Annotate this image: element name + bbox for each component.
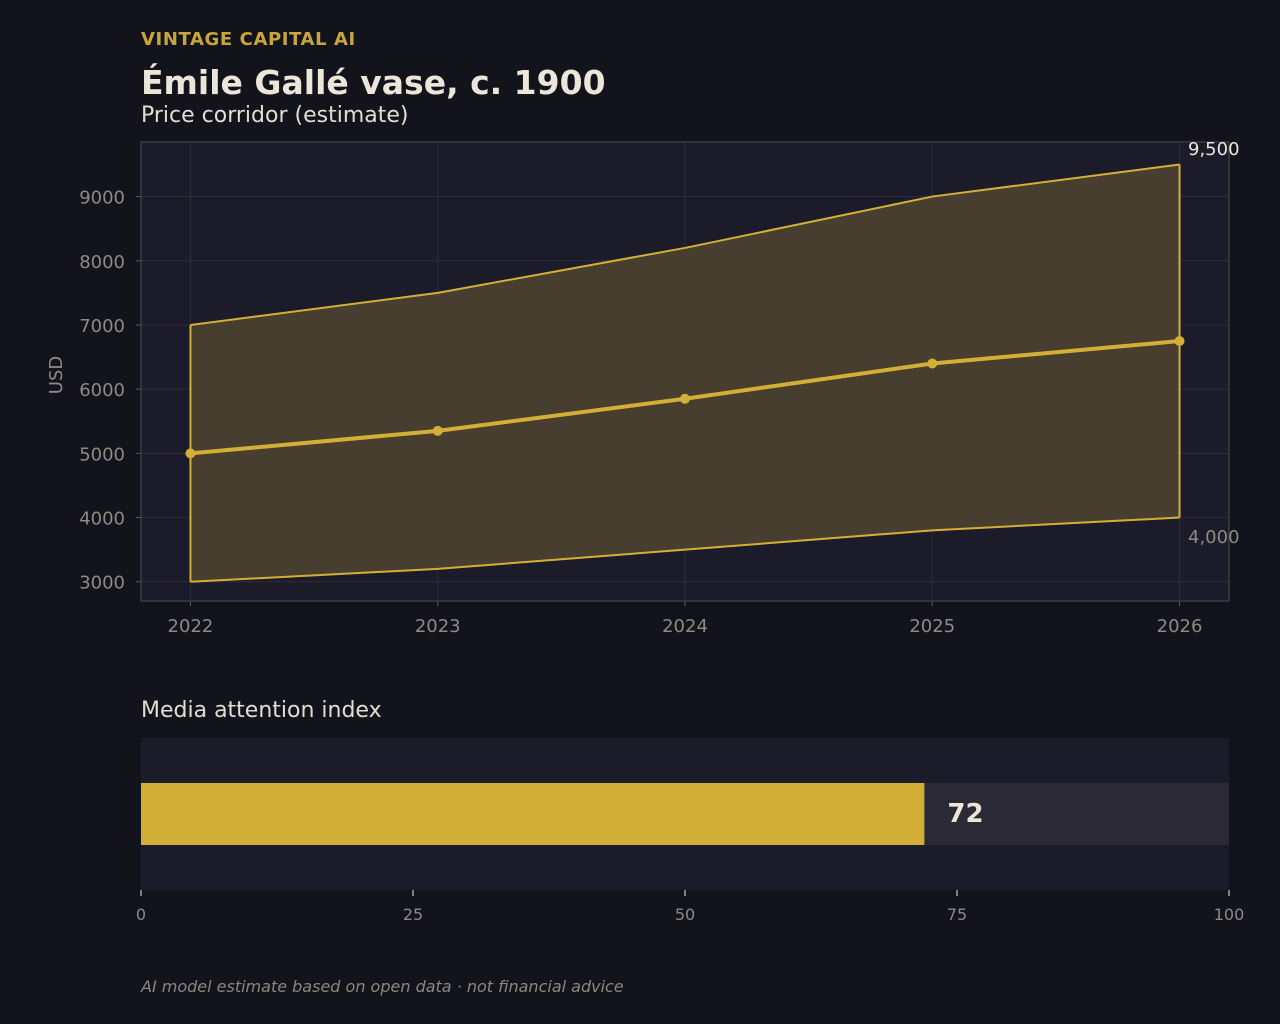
y-tick-label: 5000 xyxy=(79,444,125,465)
estimate-point xyxy=(680,393,690,404)
attention-bar-fill xyxy=(141,783,925,845)
bar-x-tick-label: 100 xyxy=(1214,905,1245,924)
estimate-point xyxy=(432,425,443,436)
x-tick-label: 2026 xyxy=(1157,616,1203,637)
y-tick-label: 9000 xyxy=(79,188,125,209)
page-title: Émile Gallé vase, c. 1900 xyxy=(141,63,606,102)
estimate-point xyxy=(927,358,938,369)
bar-x-tick-label: 75 xyxy=(947,905,967,924)
corridor-upper-line xyxy=(190,163,1180,326)
bar-x-tick-label: 50 xyxy=(675,905,695,924)
lower-end-annotation: 4,000 xyxy=(1188,527,1240,548)
x-tick-label: 2022 xyxy=(168,616,214,637)
y-tick-label: 7000 xyxy=(79,316,125,337)
chart-subtitle: Price corridor (estimate) xyxy=(141,103,409,128)
media-attention-title: Media attention index xyxy=(141,698,382,723)
price-corridor-band xyxy=(190,164,1180,582)
y-tick-label: 3000 xyxy=(79,573,125,594)
attention-value-label: 72 xyxy=(947,799,983,829)
upper-end-annotation: 9,500 xyxy=(1188,139,1240,160)
disclaimer-footnote: AI model estimate based on open data · n… xyxy=(141,977,624,996)
estimate-point xyxy=(1174,336,1185,347)
bar-x-tick-label: 0 xyxy=(136,905,146,924)
brand-label: VINTAGE CAPITAL AI xyxy=(141,29,356,50)
y-tick-label: 8000 xyxy=(79,252,125,273)
y-tick-label: 6000 xyxy=(79,380,125,401)
corridor-lower-line xyxy=(190,516,1180,583)
bar-x-tick-label: 25 xyxy=(403,905,423,924)
x-tick-label: 2024 xyxy=(662,616,708,637)
y-axis-label: USD xyxy=(46,356,67,394)
x-tick-label: 2025 xyxy=(909,616,955,637)
y-tick-label: 4000 xyxy=(79,509,125,530)
x-tick-label: 2023 xyxy=(415,616,461,637)
estimate-point xyxy=(185,448,196,459)
